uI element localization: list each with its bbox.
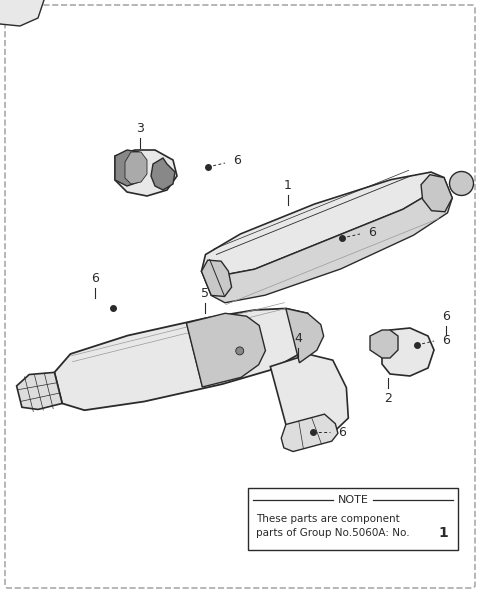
Polygon shape	[202, 172, 444, 277]
Polygon shape	[421, 175, 452, 212]
Polygon shape	[370, 330, 398, 358]
Polygon shape	[151, 158, 175, 190]
Text: 3: 3	[136, 122, 144, 135]
Text: 1: 1	[438, 526, 448, 540]
Polygon shape	[54, 308, 314, 410]
Text: 6: 6	[233, 155, 241, 167]
Polygon shape	[202, 260, 232, 296]
Polygon shape	[17, 372, 62, 409]
Text: These parts are component: These parts are component	[256, 514, 400, 524]
FancyBboxPatch shape	[248, 488, 458, 550]
Text: 4: 4	[294, 332, 302, 345]
Text: parts of Group No.5060A: No.: parts of Group No.5060A: No.	[256, 528, 409, 538]
Polygon shape	[281, 414, 338, 451]
FancyBboxPatch shape	[5, 5, 475, 588]
Text: 5: 5	[201, 287, 209, 300]
Text: 6: 6	[442, 333, 450, 346]
Polygon shape	[386, 336, 412, 370]
Polygon shape	[0, 0, 44, 26]
Polygon shape	[286, 308, 324, 363]
Polygon shape	[115, 150, 145, 186]
Text: 6: 6	[338, 426, 346, 438]
Text: 1: 1	[284, 179, 292, 192]
Polygon shape	[382, 328, 434, 376]
Polygon shape	[270, 354, 348, 446]
Polygon shape	[186, 313, 265, 387]
Circle shape	[449, 171, 473, 196]
Polygon shape	[115, 150, 177, 196]
Polygon shape	[125, 152, 147, 184]
Text: 2: 2	[384, 392, 392, 405]
Polygon shape	[202, 177, 452, 303]
Text: NOTE: NOTE	[337, 495, 369, 505]
Circle shape	[236, 347, 244, 355]
Text: 6: 6	[442, 310, 450, 323]
Text: 6: 6	[91, 272, 99, 285]
Text: 6: 6	[368, 227, 376, 240]
